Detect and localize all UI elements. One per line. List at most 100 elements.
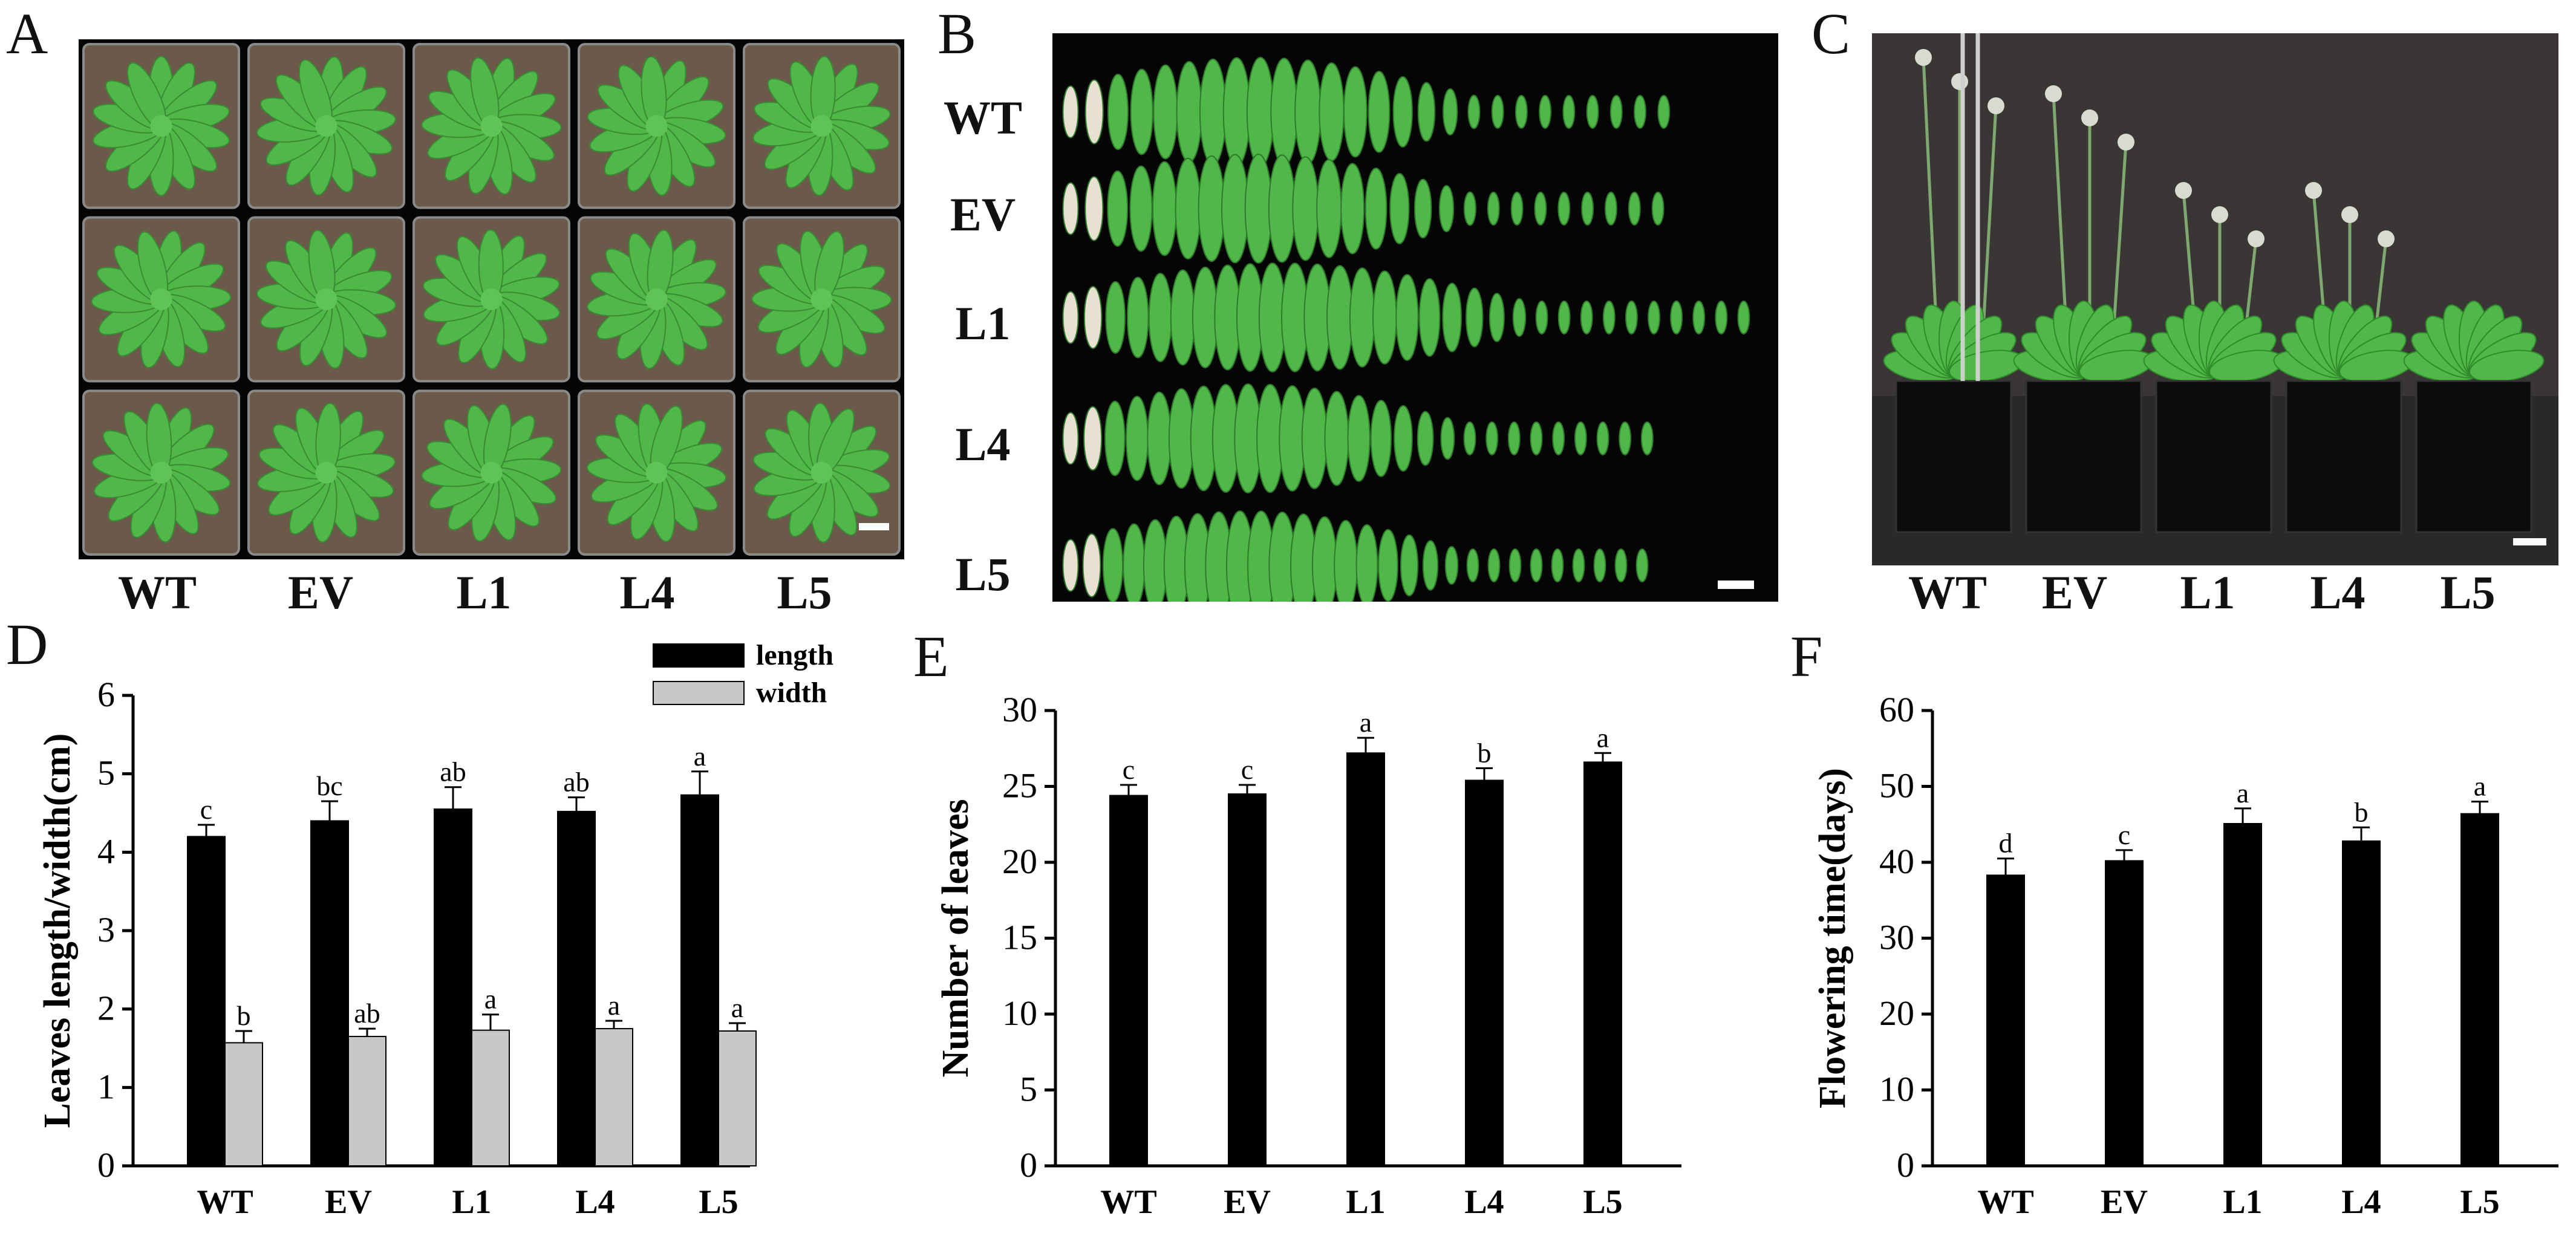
detached-leaf [1487, 548, 1501, 582]
bar-width-wt [224, 1042, 263, 1166]
significance-letter: b [2355, 796, 2369, 827]
detached-leaf [1389, 172, 1410, 245]
legend-swatch [653, 681, 745, 705]
y-tick-label: 0 [97, 1145, 115, 1185]
x-category-label: L5 [2460, 1183, 2499, 1221]
significance-letter: a [1360, 707, 1372, 738]
detached-leaf [1485, 421, 1499, 455]
photo-a-label-wt: WT [117, 566, 197, 619]
significance-letter: ab [354, 998, 380, 1029]
plant-pot [1895, 380, 2012, 533]
bar-length-l4 [557, 810, 596, 1166]
legend-swatch [653, 643, 745, 668]
detached-leaf [1580, 301, 1593, 334]
detached-leaf [1634, 95, 1646, 129]
x-category-label: L5 [699, 1183, 738, 1221]
detached-leaf [1715, 301, 1728, 334]
photo-a-label-ev: EV [287, 566, 354, 619]
detached-leaf [1062, 539, 1079, 592]
significance-letter: c [2118, 819, 2130, 850]
photo-a-label-l4: L4 [619, 566, 675, 619]
detached-leaf [1463, 191, 1476, 226]
rosette-center [810, 461, 833, 484]
detached-leaf [1084, 176, 1104, 241]
bar-value-l1 [1346, 752, 1385, 1166]
leaf-row-ev [1062, 154, 1665, 264]
detached-leaf [1340, 163, 1365, 255]
photo-a-label-l5: L5 [777, 566, 832, 619]
flowering-plants-drawing [1872, 33, 2558, 565]
rosette [752, 402, 891, 543]
significance-letter: c [1123, 754, 1135, 785]
detached-leaf [1438, 184, 1455, 233]
detached-leaf [1640, 421, 1654, 455]
panel-label-a: A [6, 1, 48, 66]
detached-leaf [1395, 274, 1419, 361]
y-tick-label: 40 [1879, 842, 1914, 881]
detached-leaf [1463, 421, 1476, 455]
scale-bar [1718, 581, 1754, 589]
bar-value-wt [1109, 795, 1148, 1167]
detached-leaf [1417, 411, 1434, 466]
detached-leaf [1507, 421, 1521, 455]
flower-cluster [2248, 230, 2265, 247]
flower-cluster [2378, 230, 2395, 247]
flower-cluster [2045, 85, 2062, 102]
y-tick-label: 25 [1002, 766, 1037, 805]
detached-leaf [1510, 192, 1524, 226]
bar-width-l1 [471, 1029, 510, 1166]
photo-flowering-side-view [1872, 33, 2558, 565]
y-tick-label: 30 [1002, 690, 1037, 729]
detached-leaf [1657, 95, 1671, 129]
detached-leaf [1440, 417, 1455, 460]
detached-leaf [1619, 421, 1632, 455]
detached-leaf [1581, 192, 1594, 226]
rosette-center [645, 288, 668, 310]
flower-cluster [2211, 206, 2228, 223]
plant-pot [2415, 380, 2532, 533]
detached-leaf [1062, 412, 1079, 465]
significance-letter: a [484, 984, 497, 1015]
bar-length-ev [310, 820, 349, 1166]
plant-pot [2155, 380, 2272, 533]
rosette-center [645, 115, 668, 137]
x-category-label: L1 [2223, 1183, 2262, 1221]
detached-leaf [1083, 285, 1103, 350]
legend-label: length [756, 639, 833, 671]
flower-cluster [1987, 97, 2004, 114]
panel-label-c: C [1811, 1, 1851, 66]
detached-leaf [1535, 301, 1548, 334]
detached-leaf [1530, 421, 1543, 455]
photo-b-label-l4: L4 [955, 418, 1011, 470]
detached-leaf [1062, 182, 1079, 235]
y-tick-label: 5 [1020, 1070, 1037, 1109]
detached-leaf [1557, 301, 1571, 334]
bar-value-wt [1986, 874, 2025, 1166]
detached-leaf [1648, 301, 1660, 334]
chart-e: 0 5 10 15 20 25 30 Number of leaves c WT c EV a L1 b L4… [935, 690, 1681, 1221]
y-tick-label: 6 [97, 675, 115, 714]
detached-leaf [1107, 73, 1129, 151]
significance-letter: a [694, 741, 706, 772]
rosette-center [480, 115, 503, 137]
detached-leaf [1082, 533, 1101, 598]
detached-leaf [1562, 95, 1576, 129]
photo-detached-leaves [1052, 33, 1778, 602]
photo-c-label-ev: EV [2041, 566, 2108, 619]
significance-letter: ab [563, 767, 589, 798]
detached-leaf [1737, 301, 1750, 334]
detached-leaf [1107, 170, 1129, 247]
detached-leaf [1062, 291, 1079, 344]
detached-leaf [1539, 95, 1552, 129]
detached-leaf [1347, 395, 1371, 482]
detached-leaf [1491, 95, 1504, 129]
detached-leaf [1466, 548, 1479, 582]
rosette-center [315, 461, 337, 484]
y-tick-label: 0 [1897, 1145, 1914, 1185]
detached-leaf [1593, 548, 1606, 582]
y-tick-label: 50 [1879, 766, 1914, 805]
rosette [257, 402, 396, 543]
x-category-label: L4 [1464, 1183, 1504, 1221]
plant-pot [2025, 380, 2142, 533]
